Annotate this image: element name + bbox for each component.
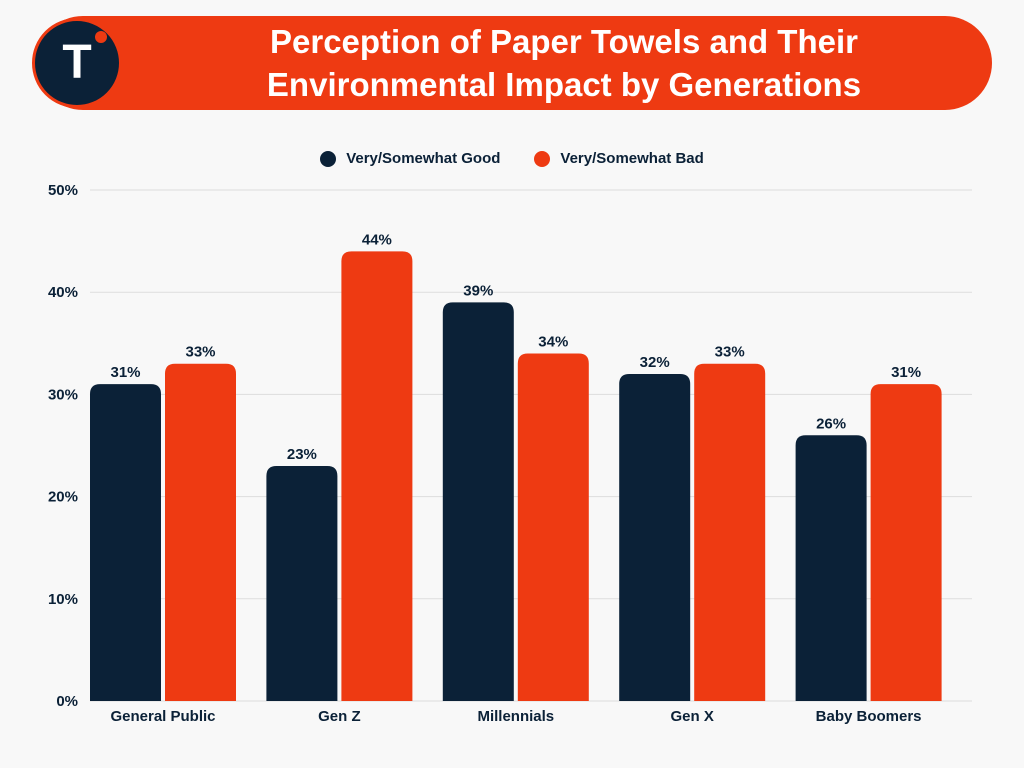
data-label: 26% (816, 415, 846, 432)
x-tick-label: Millennials (477, 708, 554, 725)
legend-label-good: Very/Somewhat Good (346, 150, 501, 167)
bar-good (442, 302, 514, 701)
x-tick-label: General Public (110, 708, 215, 725)
data-label: 39% (463, 282, 493, 299)
brand-logo: T (32, 18, 122, 108)
legend-item-bad: Very/Somewhat Bad (534, 150, 704, 167)
x-tick-label: Gen X (671, 708, 714, 725)
data-label: 44% (362, 231, 392, 248)
y-tick-label: 0% (56, 693, 78, 710)
bar-bad (870, 384, 942, 701)
bar-bad (165, 363, 236, 701)
data-label: 31% (110, 364, 140, 381)
y-tick-label: 30% (48, 386, 78, 403)
y-tick-label: 20% (48, 489, 78, 506)
logo-dot-icon (95, 31, 107, 43)
data-label: 34% (538, 334, 568, 351)
legend-swatch-bad (534, 150, 551, 167)
bar-bad (694, 363, 766, 701)
bar-bad (517, 353, 589, 701)
bar-bad (341, 251, 413, 701)
bar-good (90, 384, 161, 701)
bar-good (795, 435, 867, 701)
legend-label-bad: Very/Somewhat Bad (560, 150, 704, 167)
data-label: 23% (287, 446, 317, 463)
data-label: 33% (715, 344, 745, 361)
legend-swatch-good (320, 150, 337, 167)
y-tick-label: 40% (48, 284, 78, 301)
y-tick-label: 10% (48, 591, 78, 608)
title-banner: Perception of Paper Towels and Their Env… (36, 16, 992, 110)
legend-item-good: Very/Somewhat Good (320, 150, 500, 167)
x-tick-label: Gen Z (318, 708, 361, 725)
bar-good (619, 373, 691, 701)
logo-letter: T (62, 36, 92, 89)
chart-title: Perception of Paper Towels and Their Env… (266, 23, 862, 103)
y-tick-label: 50% (48, 182, 78, 199)
data-label: 31% (891, 364, 921, 381)
data-label: 33% (185, 344, 215, 361)
bar-good (266, 465, 338, 701)
x-tick-label: Baby Boomers (816, 708, 922, 725)
chart-legend: Very/Somewhat Good Very/Somewhat Bad (0, 150, 1024, 167)
data-label: 32% (640, 354, 670, 371)
